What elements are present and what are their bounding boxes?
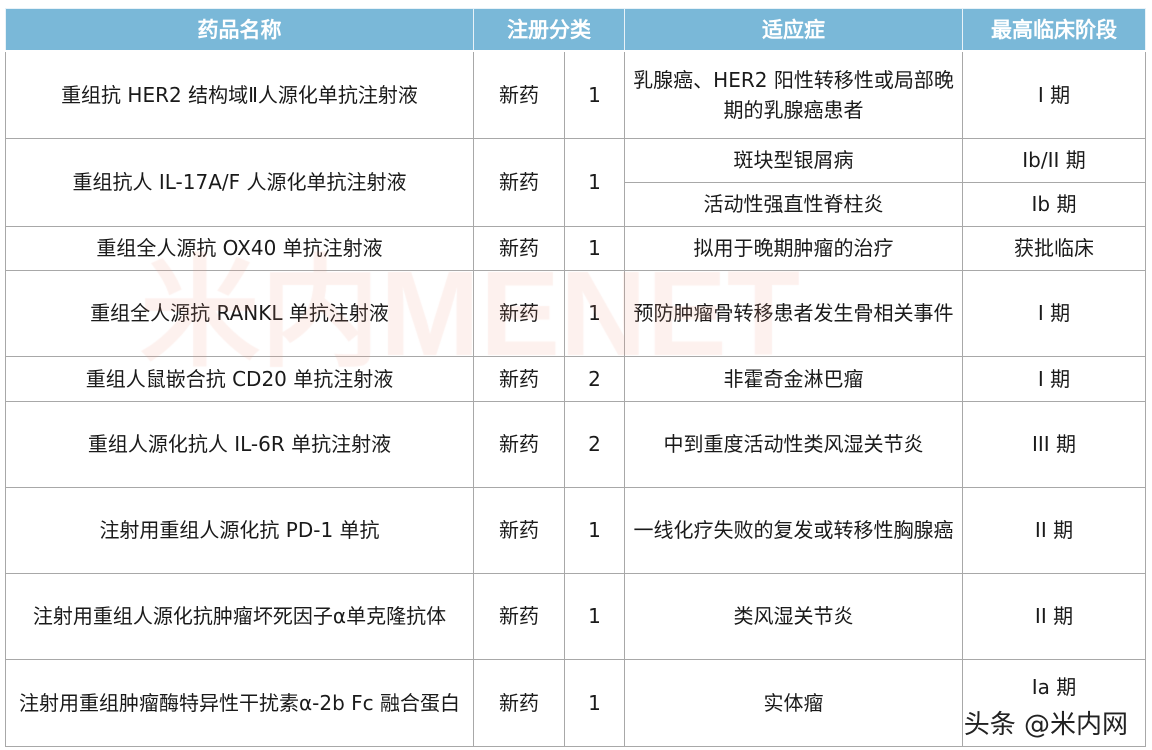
registration-class-cell: 1 [564,486,625,574]
phase-cell: Ib/II 期 [962,137,1146,183]
indication-cell: 一线化疗失败的复发或转移性胸腺癌 [624,486,963,574]
drug-type-cell: 新药 [473,225,565,271]
drug-name-cell: 重组全人源抗 OX40 单抗注射液 [5,225,474,271]
phase-cell: III 期 [962,400,1146,488]
indication-cell: 预防肿瘤骨转移患者发生骨相关事件 [624,269,963,357]
header-drug-name: 药品名称 [5,8,474,52]
indication-cell: 中到重度活动性类风湿关节炎 [624,400,963,488]
drug-type-cell: 新药 [473,400,565,488]
table-row: 重组人鼠嵌合抗 CD20 单抗注射液 新药 2 非霍奇金淋巴瘤 I 期 [5,355,1146,402]
header-phase: 最高临床阶段 [962,8,1146,52]
table-row: 重组全人源抗 OX40 单抗注射液 新药 1 拟用于晚期肿瘤的治疗 获批临床 [5,225,1146,271]
drug-name-cell: 重组人鼠嵌合抗 CD20 单抗注射液 [5,355,474,402]
table-row: 注射用重组人源化抗肿瘤坏死因子α单克隆抗体 新药 1 类风湿关节炎 II 期 [5,572,1146,660]
drug-name-cell: 重组人源化抗人 IL-6R 单抗注射液 [5,400,474,488]
header-registration-category: 注册分类 [473,8,625,52]
drug-type-cell: 新药 [473,50,565,139]
indication-cell: 实体瘤 [624,658,963,747]
registration-class-cell: 1 [564,225,625,271]
phase-cell: I 期 [962,50,1146,139]
drug-name-cell: 注射用重组肿瘤酶特异性干扰素α-2b Fc 融合蛋白 [5,658,474,747]
drug-type-cell: 新药 [473,658,565,747]
table-row: 重组人源化抗人 IL-6R 单抗注射液 新药 2 中到重度活动性类风湿关节炎 III 期 [5,400,1146,488]
table-row: 注射用重组人源化抗 PD-1 单抗 新药 1 一线化疗失败的复发或转移性胸腺癌 II 期 [5,486,1146,574]
registration-class-cell: 1 [564,137,625,227]
table-row: 注射用重组肿瘤酶特异性干扰素α-2b Fc 融合蛋白 新药 1 实体瘤 Ia 期 [5,658,1146,747]
table-row: 重组抗人 IL-17A/F 人源化单抗注射液 新药 1 斑块型银屑病 Ib/II 期 [5,137,1146,227]
phase-cell: 获批临床 [962,225,1146,271]
indication-cell: 类风湿关节炎 [624,572,963,660]
registration-class-cell: 1 [564,269,625,357]
drug-name-cell: 重组抗 HER2 结构域Ⅱ人源化单抗注射液 [5,50,474,139]
drug-table: 药品名称 注册分类 适应症 最高临床阶段 重组抗 HER2 结构域Ⅱ人源化单抗注… [5,8,1146,747]
phase-cell: Ib 期 [962,181,1146,227]
table-row: 重组抗 HER2 结构域Ⅱ人源化单抗注射液 新药 1 乳腺癌、HER2 阳性转移性或局… [5,50,1146,139]
drug-name-cell: 注射用重组人源化抗肿瘤坏死因子α单克隆抗体 [5,572,474,660]
registration-class-cell: 1 [564,50,625,139]
drug-type-cell: 新药 [473,486,565,574]
registration-class-cell: 1 [564,572,625,660]
phase-cell: Ia 期 [962,658,1146,747]
registration-class-cell: 2 [564,400,625,488]
drug-type-cell: 新药 [473,269,565,357]
drug-name-cell: 重组全人源抗 RANKL 单抗注射液 [5,269,474,357]
registration-class-cell: 1 [564,658,625,747]
drug-type-cell: 新药 [473,355,565,402]
drug-type-cell: 新药 [473,137,565,227]
indication-cell: 斑块型银屑病 [624,137,963,183]
indication-cell: 活动性强直性脊柱炎 [624,181,963,227]
phase-cell: I 期 [962,355,1146,402]
table-row: 重组全人源抗 RANKL 单抗注射液 新药 1 预防肿瘤骨转移患者发生骨相关事件 I 期 [5,269,1146,357]
indication-cell: 拟用于晚期肿瘤的治疗 [624,225,963,271]
header-row: 药品名称 注册分类 适应症 最高临床阶段 [5,8,1146,52]
phase-cell: II 期 [962,486,1146,574]
phase-cell: I 期 [962,269,1146,357]
drug-name-cell: 注射用重组人源化抗 PD-1 单抗 [5,486,474,574]
registration-class-cell: 2 [564,355,625,402]
drug-type-cell: 新药 [473,572,565,660]
indication-cell: 非霍奇金淋巴瘤 [624,355,963,402]
phase-cell: II 期 [962,572,1146,660]
drug-name-cell: 重组抗人 IL-17A/F 人源化单抗注射液 [5,137,474,227]
indication-cell: 乳腺癌、HER2 阳性转移性或局部晚期的乳腺癌患者 [624,50,963,139]
header-indication: 适应症 [624,8,963,52]
